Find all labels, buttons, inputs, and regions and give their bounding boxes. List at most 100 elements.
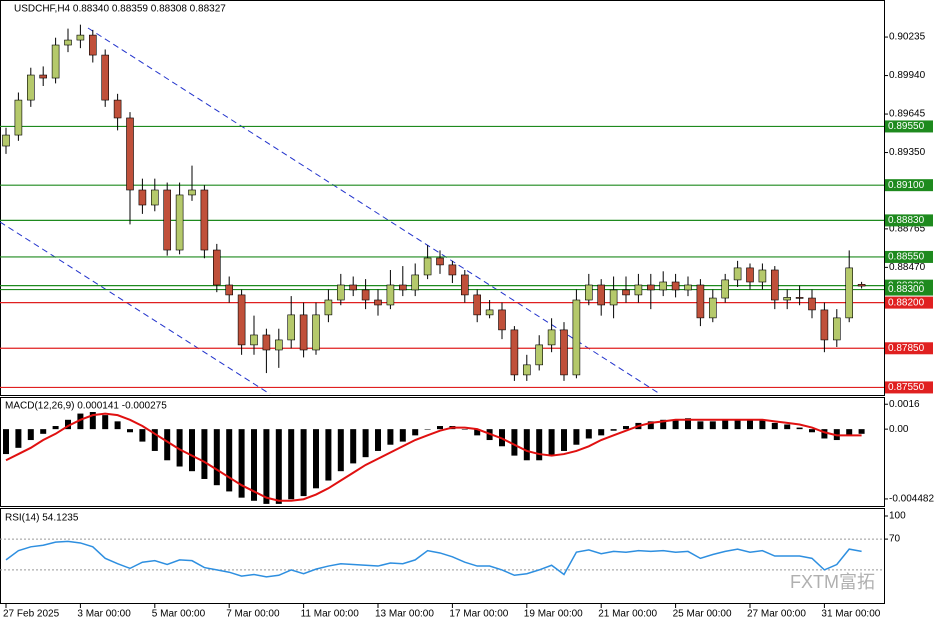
candle-body [76,34,85,41]
macd-title: MACD(12,26,9) 0.000141 -0.000275 [5,401,167,412]
trend-line [0,221,271,395]
y-tick-label: 0.00 [889,424,909,435]
candle-body [522,364,531,376]
candle-body [460,274,469,296]
candle-body [213,249,221,286]
plot-layer: 0.90235 0.89940 0.89645 0.89350 0.88765 0.884… [0,24,934,620]
candle-body [671,281,680,291]
candle-body [634,284,643,296]
macd-bar [623,426,629,430]
macd-bar [598,429,605,436]
watermark: FXTM富拓 [790,572,875,592]
candle-body [535,344,544,366]
level-label-box [885,296,933,309]
x-tick-label: 25 Mar 00:00 [673,609,732,620]
macd-bar [300,429,307,497]
candle-body [113,99,122,119]
candle-body [151,189,159,206]
candle-body [498,309,506,331]
level-label-box [885,120,933,133]
candle-body [2,134,10,147]
candle-body [312,314,320,351]
x-tick-label: 3 Mar 00:00 [77,609,131,620]
candle-body [473,294,482,316]
candle-body [14,99,23,136]
level-label-box [885,214,933,227]
macd-bar [759,419,766,430]
y-tick-label: 0.88765 [889,224,926,235]
x-tick-label: 7 Mar 00:00 [226,609,280,620]
macd-bar [536,429,543,461]
y-tick-label: 0.0016 [889,399,920,410]
macd-bar [722,419,729,430]
macd-bar [375,429,381,451]
level-label-box [885,381,933,394]
macd-bar [27,429,34,441]
candle-body [832,317,841,341]
macd-bar [709,421,716,430]
y-tick-label: 70 [889,534,901,545]
level-label-box [885,250,933,263]
level-label: 0.89100 [888,180,925,191]
macd-bar [288,429,295,500]
y-tick-label: 0.89645 [889,109,926,120]
main-panel-frame [0,0,885,396]
candle-body [411,274,420,291]
candle-body [609,289,618,306]
rsi-line [5,540,862,578]
level-label: 0.88550 [888,252,925,263]
macd-bar [697,421,704,430]
candle-body [423,257,432,276]
signal-line [5,412,862,502]
x-tick-label: 17 Mar 00:00 [449,609,508,620]
candle-body [237,294,246,346]
candle-body [64,39,72,46]
level-label-box [885,342,933,355]
macd-bar [573,429,580,445]
candle-body [200,189,209,251]
candle-body [26,74,35,101]
candle-body [225,284,233,296]
candle-body [696,284,705,319]
macd-bar [151,429,158,451]
candle-body [138,189,147,206]
macd-bar [610,429,617,431]
macd-bar [213,429,220,486]
macd-bar [238,429,245,498]
macd-bar [40,429,47,434]
macd-bar [672,419,679,430]
macd-bar [350,429,357,464]
candle-body [857,284,866,287]
x-tick-label: 5 Mar 00:00 [152,609,206,620]
macd-bar [821,429,828,439]
y-tick-label: 100 [889,511,906,522]
candle-body [820,309,829,341]
candle-body [101,54,109,101]
macd-bar [15,429,22,448]
y-tick-label: 0.90235 [889,32,926,43]
macd-bar [424,429,431,430]
macd-bar [114,421,121,430]
macd-bar [647,421,654,430]
candle-body [684,284,692,291]
candle-body [188,189,196,196]
candle-body [361,289,370,301]
macd-bar [65,419,71,430]
macd-bar [561,429,567,451]
x-tick-label: 27 Mar 00:00 [747,609,806,620]
level-label: 0.88200 [888,297,925,308]
rsi-title: RSI(14) 54.1235 [5,513,79,524]
candle-body [448,264,457,276]
macd-bar [313,429,319,489]
macd-bar [412,429,419,436]
macd-bar [809,429,815,433]
level-label: 0.87850 [888,343,925,354]
macd-panel-frame [0,397,885,507]
x-tick-label: 21 Mar 00:00 [598,609,657,620]
macd-bar [139,429,146,442]
candle-body [386,284,395,306]
candle-body [708,297,717,319]
macd-bar [685,418,691,430]
macd-bar [461,429,468,430]
